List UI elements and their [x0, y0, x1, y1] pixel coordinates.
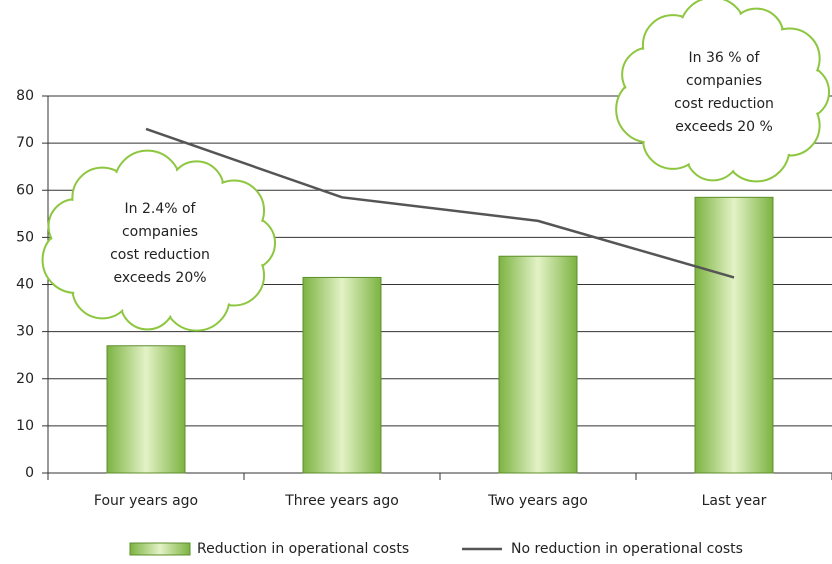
y-tick-label: 30: [16, 324, 34, 340]
x-tick-label: Four years ago: [94, 493, 198, 509]
x-tick-label: Last year: [702, 493, 767, 509]
annotation: exceeds 20%: [113, 270, 206, 286]
annotation: In 2.4% of: [125, 201, 197, 217]
line: [145, 127, 735, 279]
annotation: companies: [686, 73, 762, 89]
annotation: companies: [122, 224, 198, 240]
legend-label: No reduction in operational costs: [511, 541, 743, 557]
y-tick-label: 70: [16, 135, 34, 151]
y-tick-label: 0: [25, 465, 34, 481]
annotation: cost reduction: [110, 247, 210, 263]
y-tick-label: 40: [16, 277, 34, 293]
y-tick-label: 80: [16, 88, 34, 104]
x-tick-label: Three years ago: [284, 493, 399, 509]
y-tick-label: 50: [16, 229, 34, 245]
bar: [498, 255, 578, 474]
cloud-center: [72, 183, 248, 303]
legend-swatch: [129, 542, 191, 556]
y-tick-label: 20: [16, 371, 34, 387]
legend-label: Reduction in operational costs: [197, 541, 409, 557]
bar: [694, 196, 774, 474]
x-tick-label: Two years ago: [487, 493, 588, 509]
annotation: In 36 % of: [689, 50, 761, 66]
y-tick-label: 10: [16, 418, 34, 434]
bar: [302, 276, 382, 474]
annotation: cost reduction: [674, 96, 774, 112]
y-tick-label: 60: [16, 182, 34, 198]
annotation: exceeds 20 %: [675, 119, 773, 135]
bar: [106, 345, 186, 474]
cloud-center: [646, 30, 802, 154]
